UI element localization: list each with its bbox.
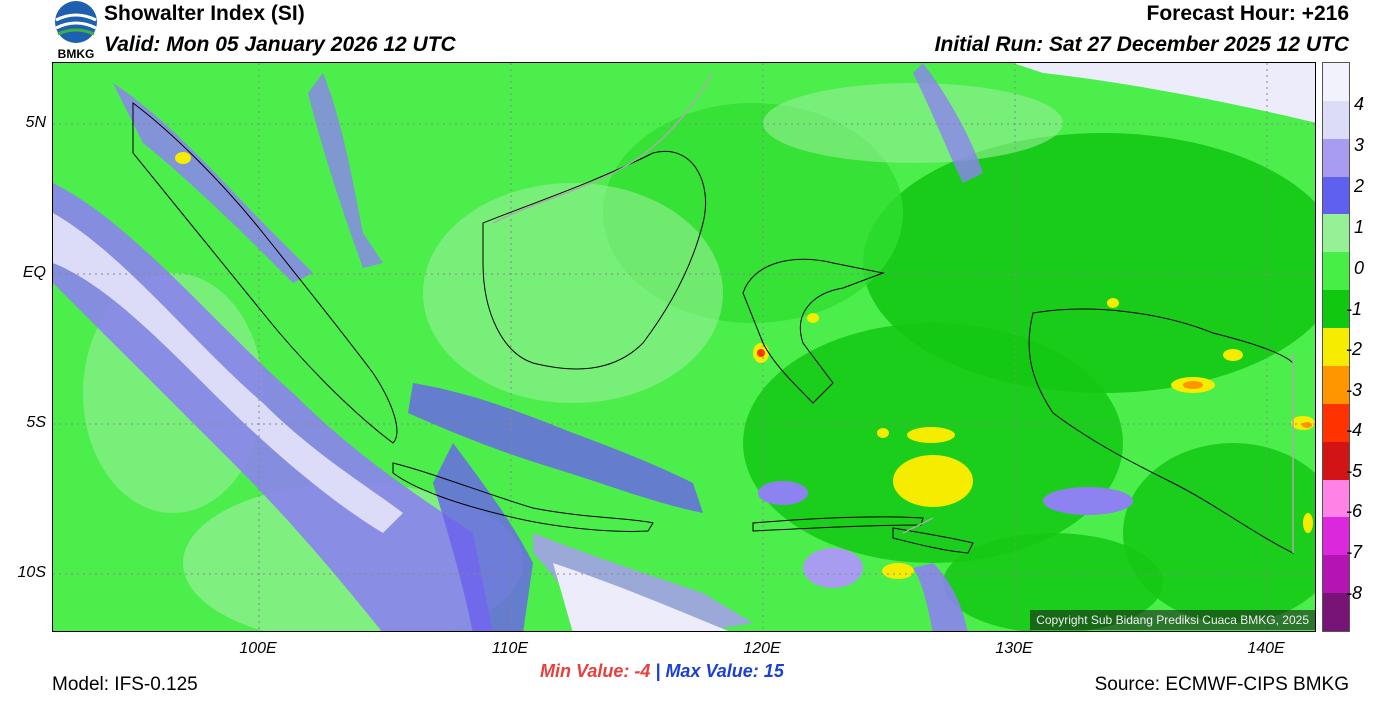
colorbar-segment [1323,138,1349,177]
colorbar-label: -2 [1346,339,1363,359]
initial-run: Initial Run: Sat 27 December 2025 12 UTC [934,33,1349,56]
valid-time: Valid: Mon 05 January 2026 12 UTC [104,33,456,56]
lat-label-5n: 5N [25,114,46,131]
lat-label-eq: EQ [22,264,46,281]
colorbar-label: 2 [1354,176,1365,196]
colorbar-label: 3 [1354,135,1365,155]
colorbar-label: 4 [1354,94,1365,114]
colorbar-label: -5 [1346,461,1363,481]
max-value: Max Value: 15 [665,661,784,681]
colorbar-label: -3 [1346,380,1363,400]
colorbar-label: -4 [1346,420,1363,440]
colorbar-segment [1323,365,1349,404]
forecast-map [52,62,1316,632]
lon-label-100e: 100E [239,640,277,657]
colorbar-segment [1323,100,1349,139]
colorbar [1322,62,1350,632]
copyright-notice: Copyright Sub Bidang Prediksi Cuaca BMKG… [1030,610,1315,630]
colorbar-segment [1323,214,1349,253]
colorbar-segment [1323,441,1349,480]
colorbar-label: -1 [1346,299,1363,319]
bmkg-logo: BMKG [52,0,100,61]
separator: | [655,661,661,681]
colorbar-segment [1323,517,1349,556]
forecast-hour: Forecast Hour: +216 [1146,2,1350,25]
colorbar-label: -6 [1346,501,1363,521]
min-value: Min Value: -4 [540,661,651,681]
colorbar-label: -8 [1346,583,1363,603]
lon-label-130e: 130E [995,640,1033,657]
colorbar-segment [1323,252,1349,291]
chart-title: Showalter Index (SI) [104,2,305,25]
colorbar-segment [1323,403,1349,442]
colorbar-segment [1323,593,1349,631]
lon-label-140e: 140E [1247,640,1285,657]
colorbar-segment [1323,555,1349,594]
lat-label-5s: 5S [26,414,46,431]
colorbar-segment [1323,479,1349,518]
min-max-values: Min Value: -4 | Max Value: 15 [540,661,784,682]
colorbar-segment [1323,290,1349,329]
lon-label-120e: 120E [743,640,781,657]
model-label: Model: IFS-0.125 [52,674,198,695]
colorbar-label: 0 [1354,258,1365,278]
source-label: Source: ECMWF-CIPS BMKG [1094,674,1349,695]
colorbar-segment [1323,63,1349,101]
colorbar-label: 1 [1354,217,1365,237]
colorbar-segment [1323,176,1349,215]
svg-text:BMKG: BMKG [58,47,95,60]
colorbar-segment [1323,328,1349,366]
lon-label-110e: 110E [491,640,529,657]
colorbar-label: -7 [1346,542,1363,562]
lat-label-10s: 10S [17,564,46,581]
